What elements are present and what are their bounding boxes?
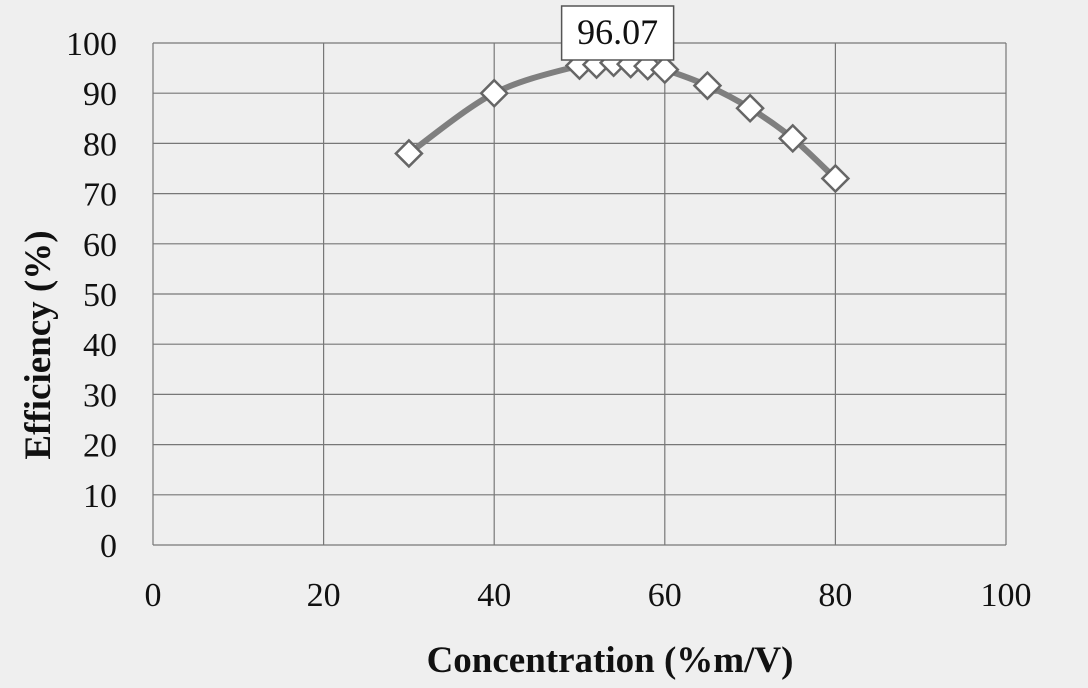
x-axis-title: Concentration (%m/V) [427,640,794,681]
data-point-marker [650,54,680,85]
grid [152,42,1007,546]
series [394,47,851,194]
x-tick-label: 0 [145,577,162,614]
data-point-marker [777,123,808,154]
x-tick-label: 100 [981,577,1032,614]
series-line [405,59,839,182]
annotations: 96.07 [560,5,675,61]
y-tick-label: 10 [83,478,117,515]
y-tick-label: 80 [83,126,117,163]
annotation-label: 96.07 [577,12,658,52]
y-axis-title: Efficiency (%) [18,230,59,459]
y-tick-label: 60 [83,227,117,264]
data-point-marker [735,93,765,124]
y-tick-label: 0 [100,528,117,565]
tick-labels: 0 10 20 30 40 50 60 70 80 90 100 0 20 40 60 80 100 [66,26,1032,614]
x-tick-label: 80 [818,577,852,614]
data-point-marker [394,138,424,169]
y-tick-label: 100 [66,26,117,63]
data-point-marker [479,78,509,108]
x-tick-label: 60 [648,577,682,614]
y-tick-label: 20 [83,428,117,465]
annotation-box [560,5,675,61]
data-point-marker [820,163,851,194]
data-point-marker [692,70,723,101]
y-tick-label: 70 [83,177,117,214]
y-tick-label: 50 [83,277,117,314]
x-tick-label: 20 [307,577,341,614]
y-tick-label: 40 [83,327,117,364]
y-tick-label: 30 [83,377,117,414]
x-tick-label: 40 [477,577,511,614]
y-tick-label: 90 [83,76,117,113]
